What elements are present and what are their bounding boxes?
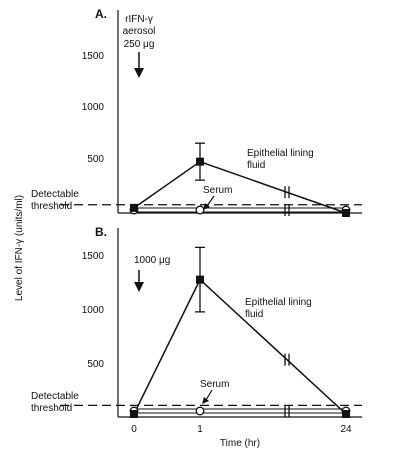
panel-b-elf-label-line-2: fluid xyxy=(245,309,263,320)
panel-a-elf-point xyxy=(342,209,350,217)
panel-b-elf-label-line-1: Epithelial lining xyxy=(245,297,312,308)
panel-b-elf-line xyxy=(133,278,347,415)
panel-a-dose-arrow xyxy=(134,52,144,78)
xtick-24: 24 xyxy=(340,424,352,435)
panel-b-serum-pointer xyxy=(202,389,213,404)
panel-a-annotation-line-3: 250 μg xyxy=(124,39,155,50)
panel-a-annotation-line-1: rIFN-γ xyxy=(125,14,153,25)
panel-a-axes xyxy=(117,10,362,214)
panel-a-elf-label-line-1: Epithelial lining xyxy=(247,148,314,159)
panel-a-elf-point xyxy=(196,157,204,166)
panel-b-axes xyxy=(117,228,362,418)
panel-a-ytick-500: 500 xyxy=(87,154,104,165)
panel-a-threshold-label-line-1: Detectable xyxy=(31,189,79,200)
panel-b-serum-point xyxy=(195,406,205,416)
panel-a-serum-label: Serum xyxy=(203,185,232,196)
panel-b-plot-area xyxy=(60,246,362,418)
panel-a-elf-label-line-2: fluid xyxy=(247,160,265,171)
panel-a-threshold-label-line-2: threshold xyxy=(31,201,72,212)
panel-b-threshold-label-line-2: threshold xyxy=(31,403,72,414)
panel-b-dose-arrow xyxy=(134,270,144,292)
panel-b-ytick-1000: 1000 xyxy=(82,305,105,316)
xtick-1: 1 xyxy=(197,424,203,435)
panel-b-threshold-label-line-1: Detectable xyxy=(31,391,79,402)
panel-b-ytick-500: 500 xyxy=(87,359,104,370)
panel-a-annotation-line-2: aerosol xyxy=(123,26,156,37)
panel-b-ytick-1500: 1500 xyxy=(82,251,105,262)
x-axis-title: Time (hr) xyxy=(220,438,260,449)
panel-a-elf-point xyxy=(130,203,138,212)
panel-b-label: B. xyxy=(95,225,107,239)
panel-a-plot-area xyxy=(60,142,362,217)
panel-a-ytick-1500: 1500 xyxy=(82,51,105,62)
panel-a-ytick-1000: 1000 xyxy=(82,102,105,113)
panel-b-elf-point xyxy=(342,410,350,418)
xtick-0: 0 xyxy=(131,424,137,435)
panel-b-annotation-line-1: 1000 μg xyxy=(134,255,170,266)
panel-a-serum-point xyxy=(195,205,205,215)
panel-b-elf-point xyxy=(196,275,204,284)
panel-b-serum-label: Serum xyxy=(200,379,229,390)
panel-b-elf-point xyxy=(130,410,138,418)
panel-a-label: A. xyxy=(95,7,107,21)
y-axis-title: Level of IFN-γ (units/ml) xyxy=(14,195,25,301)
